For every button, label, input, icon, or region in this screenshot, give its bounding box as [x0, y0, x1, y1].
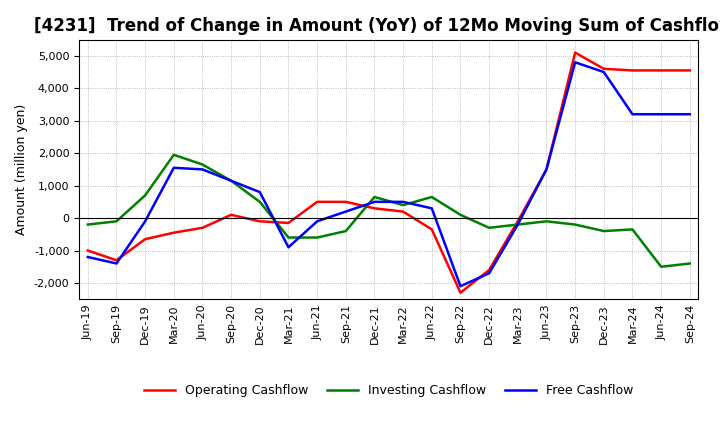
Legend: Operating Cashflow, Investing Cashflow, Free Cashflow: Operating Cashflow, Investing Cashflow, … [139, 379, 639, 402]
Investing Cashflow [169, 152, 178, 158]
Free Cashflow [428, 205, 436, 211]
Investing Cashflow [542, 219, 551, 224]
Free Cashflow [227, 178, 235, 183]
Operating Cashflow [456, 290, 465, 295]
Operating Cashflow [399, 209, 408, 214]
Investing Cashflow [141, 193, 150, 198]
Free Cashflow [198, 167, 207, 172]
Investing Cashflow [485, 225, 493, 231]
Investing Cashflow [341, 228, 350, 234]
Free Cashflow [341, 209, 350, 214]
Investing Cashflow [685, 261, 694, 266]
Investing Cashflow [657, 264, 665, 269]
Free Cashflow [628, 112, 636, 117]
Free Cashflow [685, 112, 694, 117]
Free Cashflow [571, 60, 580, 65]
Operating Cashflow [227, 212, 235, 217]
Operating Cashflow [571, 50, 580, 55]
Operating Cashflow [84, 248, 92, 253]
Y-axis label: Amount (million yen): Amount (million yen) [15, 104, 28, 235]
Investing Cashflow [600, 228, 608, 234]
Investing Cashflow [456, 212, 465, 217]
Line: Operating Cashflow: Operating Cashflow [88, 52, 690, 293]
Free Cashflow [141, 219, 150, 224]
Free Cashflow [284, 245, 293, 250]
Investing Cashflow [571, 222, 580, 227]
Free Cashflow [84, 254, 92, 260]
Title: [4231]  Trend of Change in Amount (YoY) of 12Mo Moving Sum of Cashflows: [4231] Trend of Change in Amount (YoY) o… [34, 17, 720, 35]
Operating Cashflow [341, 199, 350, 205]
Operating Cashflow [657, 68, 665, 73]
Free Cashflow [456, 284, 465, 289]
Free Cashflow [312, 219, 321, 224]
Operating Cashflow [685, 68, 694, 73]
Free Cashflow [600, 70, 608, 75]
Operating Cashflow [370, 205, 379, 211]
Investing Cashflow [227, 178, 235, 183]
Operating Cashflow [112, 258, 121, 263]
Operating Cashflow [628, 68, 636, 73]
Operating Cashflow [312, 199, 321, 205]
Investing Cashflow [370, 194, 379, 200]
Free Cashflow [399, 199, 408, 205]
Free Cashflow [169, 165, 178, 170]
Free Cashflow [256, 190, 264, 195]
Investing Cashflow [628, 227, 636, 232]
Investing Cashflow [256, 199, 264, 205]
Investing Cashflow [112, 219, 121, 224]
Free Cashflow [657, 112, 665, 117]
Operating Cashflow [198, 225, 207, 231]
Investing Cashflow [513, 222, 522, 227]
Investing Cashflow [312, 235, 321, 240]
Investing Cashflow [284, 235, 293, 240]
Free Cashflow [112, 261, 121, 266]
Operating Cashflow [428, 227, 436, 232]
Investing Cashflow [84, 222, 92, 227]
Free Cashflow [542, 167, 551, 172]
Operating Cashflow [141, 237, 150, 242]
Operating Cashflow [256, 219, 264, 224]
Operating Cashflow [542, 167, 551, 172]
Free Cashflow [513, 222, 522, 227]
Operating Cashflow [485, 268, 493, 273]
Operating Cashflow [169, 230, 178, 235]
Investing Cashflow [399, 202, 408, 208]
Operating Cashflow [600, 66, 608, 71]
Free Cashflow [370, 199, 379, 205]
Investing Cashflow [428, 194, 436, 200]
Operating Cashflow [513, 219, 522, 224]
Investing Cashflow [198, 162, 207, 167]
Line: Free Cashflow: Free Cashflow [88, 62, 690, 286]
Free Cashflow [485, 271, 493, 276]
Line: Investing Cashflow: Investing Cashflow [88, 155, 690, 267]
Operating Cashflow [284, 220, 293, 226]
